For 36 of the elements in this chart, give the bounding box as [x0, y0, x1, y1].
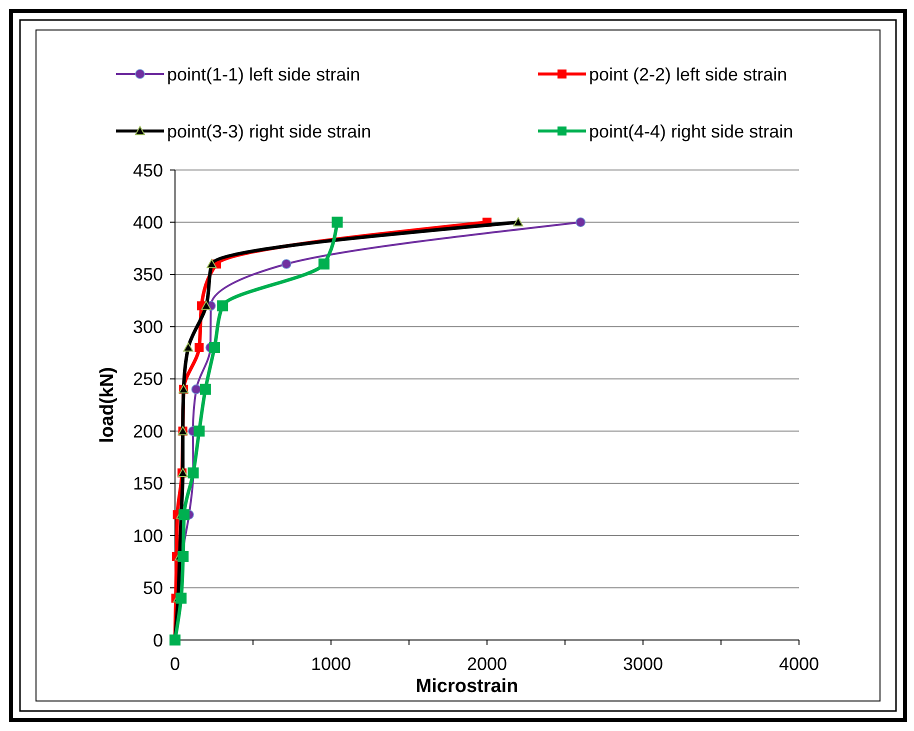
point	[191, 384, 202, 394]
point	[208, 342, 220, 354]
point	[217, 300, 228, 312]
point	[332, 216, 343, 228]
point	[183, 342, 194, 352]
point	[318, 258, 330, 270]
point	[194, 426, 205, 437]
legend-label: point(1-1) left side strain	[167, 64, 360, 84]
x-tick-label: 4000	[778, 654, 820, 674]
x-tick-label: 3000	[622, 654, 664, 674]
y-tick-label: 350	[132, 264, 163, 285]
point	[201, 300, 212, 310]
y-tick-label: 0	[152, 630, 163, 650]
y-tick-label: 450	[132, 160, 163, 180]
y-tick-label: 50	[142, 578, 163, 598]
y-tick-label: 100	[132, 526, 163, 546]
legend-label: point(4-4) right side strain	[589, 121, 794, 142]
legend-label: point(3-3) right side strain	[167, 121, 372, 142]
x-tick-label: 2000	[466, 654, 508, 674]
point	[194, 343, 204, 352]
point	[206, 259, 217, 268]
point	[576, 217, 586, 228]
y-tick-label: 300	[132, 316, 163, 337]
point	[178, 509, 190, 520]
x-tick-label: 1000	[310, 654, 352, 674]
x-tick-label: 0	[170, 654, 180, 674]
y-axis-title: load(kN)	[97, 367, 118, 443]
y-tick-label: 400	[132, 212, 163, 233]
y-tick-label: 150	[132, 474, 163, 494]
y-tick-label: 250	[132, 369, 163, 390]
point	[513, 217, 524, 226]
x-axis-title: Microstrain	[416, 676, 518, 697]
point	[281, 259, 292, 269]
y-tick-label: 200	[132, 421, 163, 442]
point	[200, 384, 211, 395]
legend-label: point (2-2) left side strain	[589, 64, 788, 84]
